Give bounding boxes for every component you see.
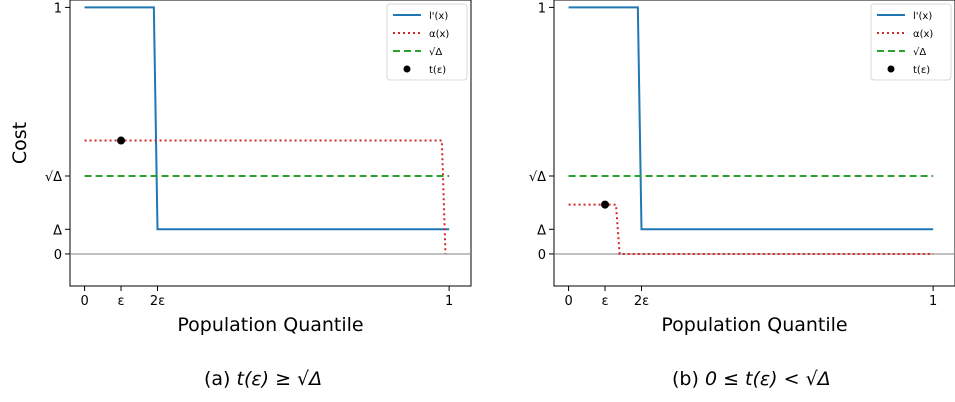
y-tick-label: 1	[538, 1, 546, 16]
legend: l'(x) α(x) √Δ t(ε)	[870, 3, 952, 81]
y-axis-label: Cost	[9, 122, 31, 164]
legend-label: √Δ	[429, 47, 442, 58]
y-tick-label: √Δ	[529, 170, 546, 185]
caption-a-expr: t(ε) ≥ √Δ	[236, 368, 323, 390]
x-tick-label: ε	[602, 294, 609, 309]
x-tick-label: 0	[564, 294, 572, 309]
y-tick-label: 1	[54, 1, 62, 16]
x-tick-label: 1	[445, 294, 453, 309]
chart-panel-2: 0 Δ √Δ 1 0 ε 2ε 1 Population Quantile l'(x) α(x) √Δ…	[529, 0, 955, 336]
legend-swatch	[887, 65, 895, 73]
y-tick-label: Δ	[537, 223, 546, 238]
series-line-2	[84, 139, 447, 254]
x-tick-label: 2ε	[150, 294, 165, 309]
legend-box	[386, 3, 468, 81]
y-tick-label: 0	[538, 248, 546, 263]
x-tick-label: 0	[80, 294, 88, 309]
legend-label: α(x)	[429, 29, 449, 40]
y-tick-label: Δ	[53, 223, 62, 238]
caption-a-prefix: (a)	[204, 368, 237, 390]
legend-box	[870, 3, 952, 81]
legend-label: α(x)	[913, 29, 933, 40]
plot-frame	[553, 0, 955, 287]
legend-label: √Δ	[913, 47, 926, 58]
point-marker	[117, 136, 126, 145]
x-axis-label: Population Quantile	[661, 314, 847, 336]
chart-panel-1: 0 Δ √Δ 1 0 ε 2ε 1 Population Quantile Cost l'(x) α(…	[9, 0, 472, 336]
y-tick-label: √Δ	[45, 170, 62, 185]
legend-label: l'(x)	[429, 11, 448, 22]
legend: l'(x) α(x) √Δ t(ε)	[386, 3, 468, 81]
y-tick-label: 0	[54, 248, 62, 263]
legend-label: t(ε)	[913, 65, 930, 76]
plot-frame	[69, 0, 472, 287]
caption-b: (b) 0 ≤ t(ε) < √Δ	[672, 368, 831, 390]
caption-b-expr: 0 ≤ t(ε) < √Δ	[704, 368, 831, 390]
legend-swatch	[403, 65, 411, 73]
series-line-1	[568, 6, 934, 231]
caption-a: (a) t(ε) ≥ √Δ	[204, 368, 322, 390]
series-line-1	[84, 6, 450, 231]
legend-label: t(ε)	[429, 65, 446, 76]
caption-b-prefix: (b)	[672, 368, 705, 390]
x-tick-label: ε	[118, 294, 125, 309]
point-marker	[601, 200, 610, 209]
legend-label: l'(x)	[913, 11, 932, 22]
x-tick-label: 1	[929, 294, 937, 309]
x-tick-label: 2ε	[634, 294, 649, 309]
x-axis-label: Population Quantile	[177, 314, 363, 336]
